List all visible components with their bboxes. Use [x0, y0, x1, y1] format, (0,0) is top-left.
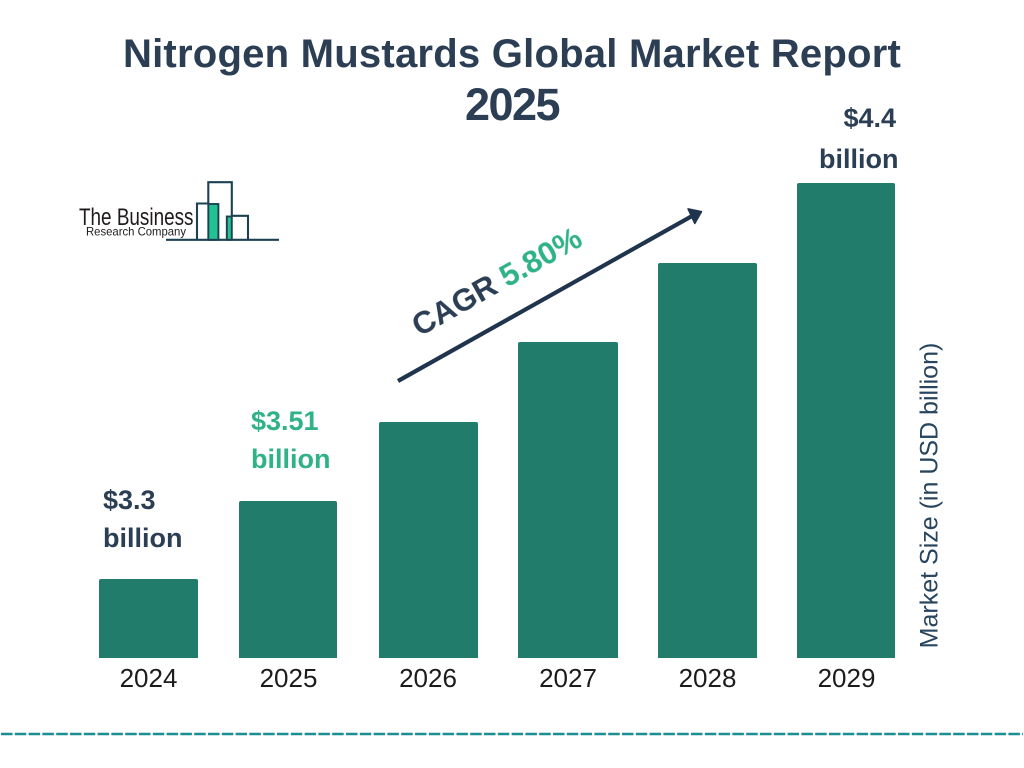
svg-text:The Business: The Business	[79, 204, 194, 231]
svg-text:Research Company: Research Company	[86, 225, 186, 239]
